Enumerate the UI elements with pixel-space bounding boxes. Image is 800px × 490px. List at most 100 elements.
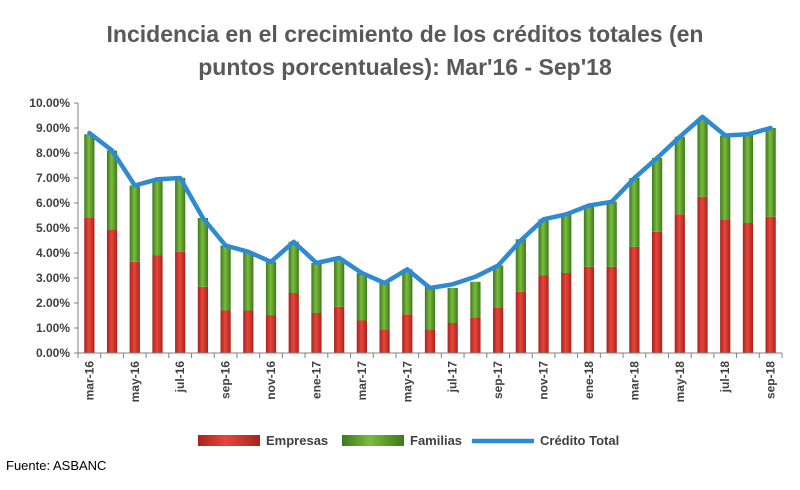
y-tick-label: 9.00% <box>36 121 70 135</box>
y-tick-label: 0.00% <box>36 346 70 360</box>
y-tick-label: 10.00% <box>29 96 70 110</box>
x-tick-label: may-16 <box>128 361 142 403</box>
bar-empresas <box>379 329 390 353</box>
chart-title: Incidencia en el crecimiento de los créd… <box>107 21 704 47</box>
bar-empresas <box>651 231 663 353</box>
bar-empresas <box>129 261 140 353</box>
x-tick-label: sep-18 <box>764 361 778 399</box>
x-tick-label: mar-16 <box>82 361 96 401</box>
bar-familias <box>402 269 413 315</box>
bar-empresas <box>538 275 549 353</box>
y-tick-label: 1.00% <box>36 321 70 335</box>
bar-familias <box>538 219 549 276</box>
bar-empresas <box>515 291 526 353</box>
x-tick-label: ene-17 <box>309 361 323 399</box>
bar-empresas <box>674 214 685 353</box>
bar-familias <box>720 135 731 220</box>
bar-empresas <box>243 310 254 353</box>
bar-empresas <box>629 246 640 353</box>
bar-empresas <box>197 286 209 353</box>
legend: Empresas Familias Crédito Total <box>198 433 619 448</box>
credito-total-line <box>87 114 773 291</box>
legend-label: Crédito Total <box>540 433 619 448</box>
chart-subtitle: puntos porcentuales): Mar'16 - Sep'18 <box>198 54 612 80</box>
bar-familias <box>129 185 140 262</box>
bar-empresas <box>765 216 776 353</box>
bar-empresas <box>334 306 345 353</box>
bar-empresas <box>470 318 481 353</box>
legend-label: Familias <box>410 433 462 448</box>
x-tick-label: jul-18 <box>718 361 732 394</box>
bar-empresas <box>720 219 731 353</box>
bar-empresas <box>356 320 367 353</box>
bar-empresas <box>493 308 504 353</box>
bar-empresas <box>561 273 572 353</box>
x-tick-label: nov-16 <box>264 361 278 400</box>
legend-swatch <box>198 435 260 446</box>
bars <box>84 118 776 353</box>
x-tick-label: jul-16 <box>173 361 187 394</box>
bar-familias <box>356 273 367 321</box>
y-tick-label: 6.00% <box>36 196 70 210</box>
bar-familias <box>765 128 776 217</box>
x-tick-label: mar-17 <box>355 361 369 401</box>
y-axis: 0.00% 1.00% 2.00% 3.00% 4.00% 5.00% 6.00% 7.00%… <box>29 96 79 360</box>
y-tick-label: 4.00% <box>36 246 70 260</box>
bar-familias <box>447 288 458 323</box>
y-tick-label: 2.00% <box>36 296 70 310</box>
bar-empresas <box>424 329 436 353</box>
legend-label: Empresas <box>266 433 328 448</box>
bar-familias <box>606 201 617 267</box>
y-tick-label: 8.00% <box>36 146 70 160</box>
bar-familias <box>220 245 231 311</box>
x-tick-label: nov-17 <box>537 361 551 400</box>
bar-empresas <box>402 314 413 353</box>
x-tick-label: jul-17 <box>446 361 460 394</box>
bar-familias <box>697 118 708 197</box>
y-tick-label: 7.00% <box>36 171 70 185</box>
bar-familias <box>424 286 436 330</box>
x-tick-label: sep-17 <box>491 361 505 399</box>
bar-familias <box>265 261 277 316</box>
bar-empresas <box>742 223 754 353</box>
bar-empresas <box>265 315 277 353</box>
x-tick-label: mar-18 <box>627 361 641 401</box>
bar-empresas <box>606 266 617 353</box>
legend-swatch <box>342 435 404 446</box>
bar-familias <box>742 134 754 223</box>
bar-empresas <box>447 323 458 353</box>
x-tick-label: may-17 <box>400 361 414 403</box>
bar-empresas <box>288 293 299 353</box>
x-tick-label: sep-16 <box>219 361 233 399</box>
bar-familias <box>106 150 118 230</box>
bar-familias <box>243 251 254 311</box>
bar-familias <box>561 214 572 273</box>
bar-familias <box>583 205 595 267</box>
bar-familias <box>515 239 526 292</box>
bar-empresas <box>583 266 595 353</box>
bar-familias <box>197 218 209 287</box>
bar-familias <box>334 258 345 307</box>
bar-empresas <box>311 313 322 353</box>
bar-familias <box>175 178 186 252</box>
bar-familias <box>379 283 390 330</box>
bar-empresas <box>84 218 95 353</box>
bar-empresas <box>220 310 231 353</box>
bar-familias <box>152 180 163 256</box>
bar-empresas <box>175 251 186 353</box>
bar-familias <box>311 263 322 313</box>
bar-empresas <box>152 255 163 353</box>
y-tick-label: 3.00% <box>36 271 70 285</box>
bar-familias <box>84 134 95 218</box>
bar-familias <box>629 178 640 247</box>
x-tick-label: may-18 <box>673 361 687 403</box>
x-tick-label: ene-18 <box>582 361 596 399</box>
bar-familias <box>470 281 481 318</box>
x-axis: mar-16 may-16 jul-16 sep-16 nov-16 ene-17 mar-… <box>77 352 783 403</box>
y-tick-label: 5.00% <box>36 221 70 235</box>
bar-familias <box>651 158 663 232</box>
bar-familias <box>674 136 685 215</box>
bar-empresas <box>697 196 708 353</box>
line-credito-total <box>87 114 773 291</box>
